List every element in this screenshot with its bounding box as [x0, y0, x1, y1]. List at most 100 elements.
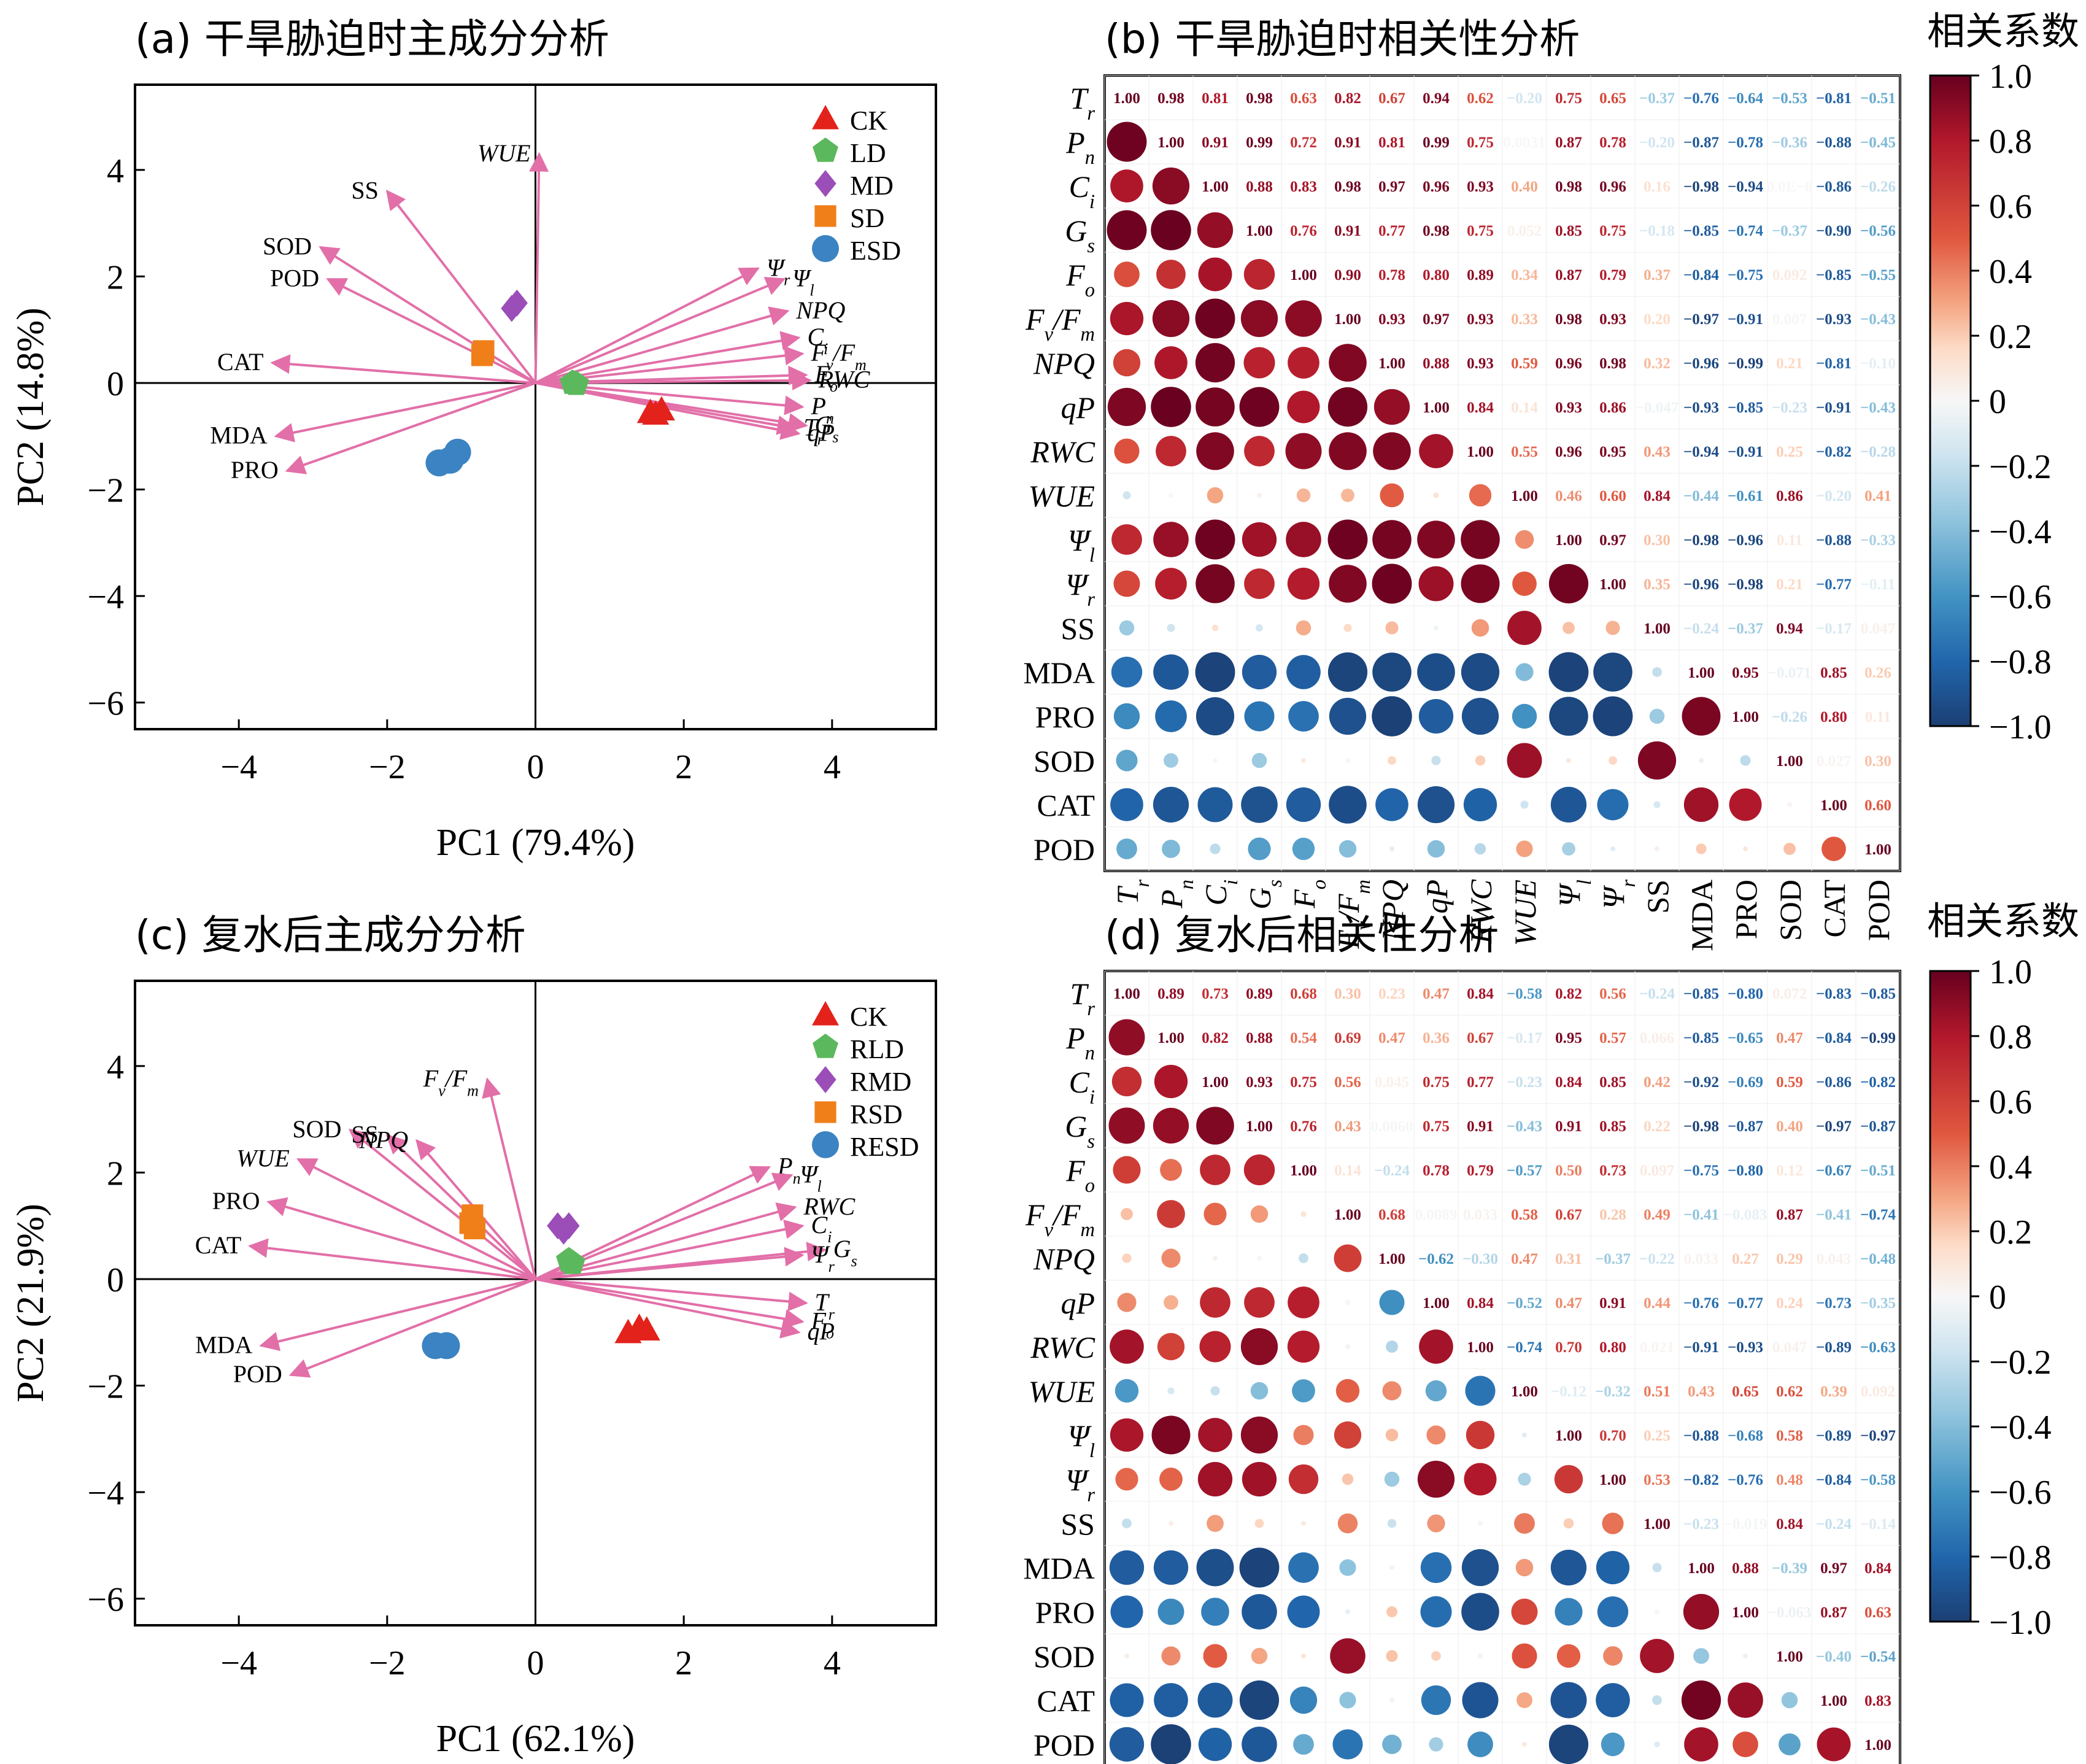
heat-d-circle [1334, 1244, 1362, 1272]
heat-d-circle [1429, 1737, 1443, 1752]
heat-d-value-label: 0.48 [1776, 1472, 1803, 1488]
heat-d-circle [1425, 1380, 1447, 1402]
heat-b-circle [1244, 568, 1275, 599]
heat-b-value-label: −0.071 [1768, 665, 1812, 681]
heat-b-circle [1433, 492, 1439, 498]
heat-d-value-label: 0.78 [1423, 1162, 1450, 1179]
heat-d-row-label: Fv/Fm [1025, 1197, 1095, 1241]
heat-b-colorbar [1929, 74, 1972, 727]
heat-b-circle [1151, 387, 1191, 427]
heat-d-row-label: Gs [1065, 1109, 1095, 1153]
heat-d-row-label: Tr [1070, 977, 1095, 1020]
heat-b-circle [1155, 700, 1187, 732]
heat-b-colorbar-tick-label: 0.2 [1989, 318, 2032, 356]
heat-b-value-label: −0.64 [1728, 90, 1763, 107]
heat-d-circle [1382, 1381, 1402, 1401]
heat-d-value-label: 0.84 [1864, 1560, 1891, 1577]
colorbar-title-bottom: 相关系数 [1927, 899, 2080, 943]
heat-b-value-label: 0.21 [1776, 576, 1803, 593]
heat-d-value-label: −0.17 [1507, 1030, 1542, 1046]
heat-d-circle [1301, 1654, 1306, 1658]
heat-b-value-label: 0.77 [1378, 223, 1405, 239]
heat-d-circle [1518, 1472, 1531, 1486]
heat-b-col-label: WUE [1508, 880, 1542, 946]
heat-d-value-label: 0.82 [1555, 986, 1582, 1002]
heat-d-circle [1781, 1692, 1798, 1709]
pca-c-ytick-label: −6 [87, 1581, 124, 1619]
heat-d-value-label: 0.73 [1202, 986, 1229, 1002]
pca-a-xtick-label: −2 [369, 748, 406, 786]
heat-d-circle [1602, 1512, 1624, 1534]
heat-d-value-label: 1.00 [1423, 1295, 1450, 1312]
heat-d-value-label: 1.00 [1202, 1074, 1229, 1091]
heat-d-circle [1242, 1727, 1277, 1762]
heat-d-circle [1743, 1654, 1748, 1658]
heat-b-circle [1296, 488, 1311, 503]
heat-b-value-label: 0.96 [1555, 444, 1582, 460]
pca-c-loading-label: Fo [811, 1307, 834, 1342]
heat-d-value-label: 1.00 [1290, 1162, 1317, 1179]
heat-b-circle [1516, 840, 1533, 857]
heat-b-value-label: 1.00 [1423, 400, 1450, 416]
heat-d-circle [1201, 1598, 1229, 1626]
pca-a-point-ESD [425, 449, 453, 477]
heat-d-circle [1203, 1644, 1227, 1668]
heat-d-value-label: 0.47 [1423, 986, 1450, 1002]
heat-b-circle [1461, 652, 1500, 692]
pca-c-ytick-label: −4 [87, 1474, 124, 1512]
heat-d-value-label: −0.80 [1728, 986, 1763, 1002]
heat-b-circle [1156, 260, 1186, 289]
heat-d-value-label: −0.75 [1683, 1162, 1719, 1179]
heat-d-value-label: 1.00 [1820, 1693, 1847, 1709]
heat-d-value-label: 0.47 [1378, 1030, 1405, 1046]
pca-a-legend-marker [814, 170, 836, 197]
heat-b-circle [1114, 261, 1140, 287]
heat-b-value-label: 0.98 [1246, 90, 1273, 107]
heat-b-value-label: 0.30 [1644, 532, 1671, 549]
heat-d-value-label: 0.50 [1555, 1162, 1582, 1179]
heat-d-circle [1153, 1550, 1189, 1585]
heat-d-value-label: 0.79 [1467, 1162, 1494, 1179]
heat-b-circle [1196, 564, 1235, 603]
heat-b-value-label: −0.96 [1683, 355, 1719, 372]
heat-d-value-label: 0.49 [1644, 1207, 1671, 1223]
heat-d-circle [1301, 1521, 1306, 1526]
heat-b-value-label: −0.56 [1860, 223, 1896, 239]
heat-d-value-label: −0.84 [1816, 1472, 1852, 1488]
heat-d-row-label: Pn [1065, 1021, 1095, 1064]
heat-d-circle [1556, 1644, 1581, 1668]
panel-c-title: (c) 复水后主成分分析 [135, 911, 526, 959]
heat-b-value-label: 0.93 [1467, 355, 1494, 372]
heat-d-value-label: 0.12 [1776, 1162, 1803, 1179]
heat-d-circle [1462, 1682, 1499, 1719]
heat-d-circle [1239, 1547, 1280, 1588]
heat-b-row-label: SS [1060, 611, 1095, 646]
pca-a-legend-label: MD [850, 171, 894, 201]
heat-d-value-label: 0.31 [1555, 1251, 1582, 1267]
heat-b-value-label: −0.87 [1683, 134, 1719, 151]
pca-c-loading-arrow [482, 1077, 537, 1280]
heat-d-row-label: SOD [1033, 1639, 1095, 1674]
heat-d-colorbar-tick-label: −0.2 [1989, 1344, 2052, 1382]
heat-b-value-label: 0.027 [1817, 753, 1851, 770]
heat-b-value-label: −0.17 [1816, 621, 1852, 637]
heat-b-colorbar-tick-label: −0.4 [1989, 513, 2052, 551]
heat-d-value-label: 0.58 [1776, 1428, 1803, 1444]
heat-d-value-label: 0.69 [1334, 1030, 1361, 1046]
heat-d-value-label: 0.44 [1644, 1295, 1671, 1312]
pca-c-legend-label: RMD [850, 1067, 911, 1097]
heat-b-value-label: 0.34 [1511, 267, 1538, 284]
heat-b-circle [1196, 432, 1234, 470]
pca-c-loading-label: Ψl [800, 1161, 821, 1196]
heat-b-circle [1653, 801, 1661, 808]
heat-d-circle [1420, 1552, 1452, 1584]
heat-b-value-label: −0.10 [1860, 355, 1896, 372]
heat-b-circle [1655, 846, 1659, 851]
heat-b-circle [1593, 652, 1632, 692]
heat-b-value-label: 0.75 [1599, 223, 1626, 239]
heat-d-value-label: −0.76 [1728, 1472, 1763, 1488]
heat-d-value-label: −0.80 [1728, 1162, 1763, 1179]
heat-d-value-label: −0.89 [1816, 1339, 1852, 1356]
heat-d-circle [1332, 1729, 1363, 1760]
pca-c-loading-label: Ψr [811, 1240, 835, 1275]
